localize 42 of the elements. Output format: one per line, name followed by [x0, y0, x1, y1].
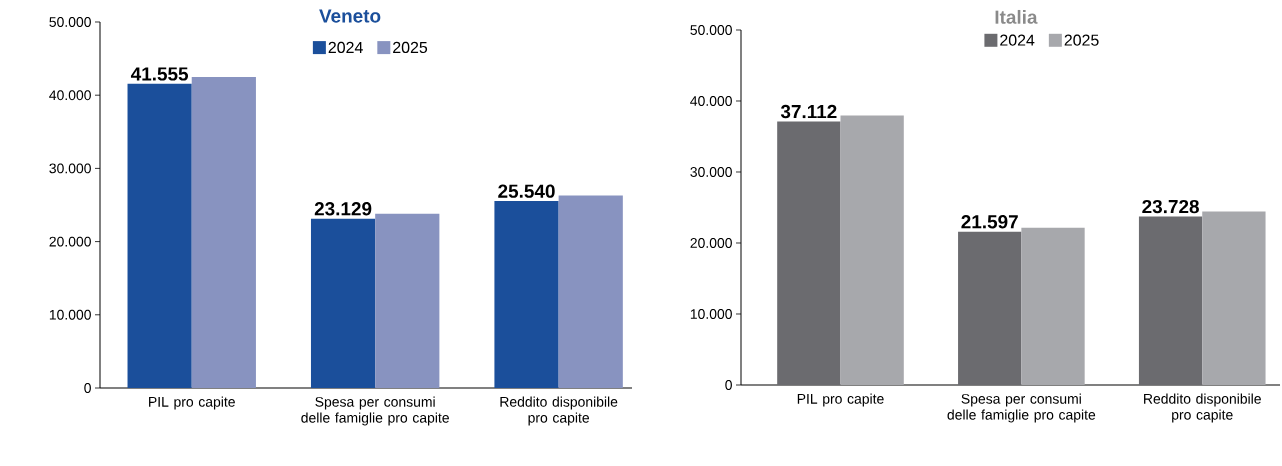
- y-tick-label: 30.000: [49, 163, 91, 174]
- legend-label: 2024: [328, 41, 363, 54]
- bar: [191, 76, 256, 388]
- y-tick-label: 50.000: [49, 17, 91, 27]
- bar: [558, 195, 623, 388]
- x-tick-label: PIL pro capite: [797, 393, 884, 407]
- bar: [840, 115, 904, 385]
- y-tick-label: 0: [84, 383, 91, 393]
- y-tick-label: 0: [725, 380, 732, 390]
- bar: [127, 83, 192, 388]
- y-tick-label: 50.000: [690, 25, 732, 35]
- data-label: 41.555: [130, 67, 189, 81]
- y-tick-label: 10.000: [49, 309, 91, 320]
- data-label: 23.728: [1142, 199, 1199, 214]
- y-tick-label: 20.000: [690, 238, 732, 248]
- chart-title: Italia: [995, 9, 1038, 24]
- x-tick-label: Spesa per consumi delle famiglie pro capite: [947, 393, 1096, 423]
- x-tick-label: Spesa per consumi delle famiglie pro capite: [301, 396, 449, 426]
- chart-title: Veneto: [319, 9, 381, 23]
- data-label: 37.112: [780, 104, 837, 119]
- x-tick-label: Reddito disponibile pro capite: [1144, 393, 1261, 423]
- bar: [375, 213, 440, 388]
- bar: [958, 231, 1022, 385]
- legend-label: 2025: [1064, 34, 1099, 46]
- legend-label: 2025: [393, 41, 428, 54]
- legend-label: 2024: [1000, 34, 1035, 46]
- data-label: 23.129: [314, 202, 372, 216]
- y-tick-label: 40.000: [690, 96, 732, 106]
- x-tick-label: PIL pro capite: [149, 396, 235, 410]
- bar: [310, 218, 376, 388]
- bar: [1021, 227, 1085, 385]
- x-tick-label: Reddito disponibile pro capite: [500, 396, 618, 426]
- y-tick-label: 40.000: [49, 90, 91, 101]
- bar: [1138, 216, 1203, 385]
- bar: [1202, 211, 1266, 385]
- y-tick-label: 20.000: [49, 236, 91, 247]
- data-label: 25.540: [498, 184, 555, 198]
- bar: [494, 201, 559, 388]
- y-tick-label: 10.000: [690, 309, 732, 319]
- data-label: 21.597: [961, 215, 1018, 229]
- y-tick-label: 30.000: [690, 167, 732, 177]
- bar: [777, 121, 841, 385]
